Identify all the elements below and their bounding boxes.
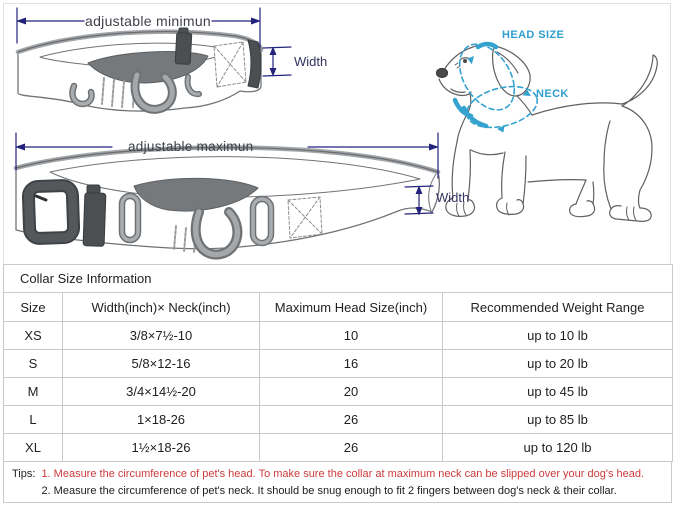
width-label-bottom: Width bbox=[436, 190, 470, 205]
adjustable-maximum-label: adjustable maximun bbox=[128, 139, 254, 154]
cell-max-head: 26 bbox=[259, 433, 443, 462]
cell-weight: up to 85 lb bbox=[442, 405, 673, 434]
collar-max-slider bbox=[82, 184, 107, 247]
collar-min-slider bbox=[174, 27, 193, 65]
cell-size: XL bbox=[3, 433, 63, 462]
cell-width-neck: 3/4×14½-20 bbox=[62, 377, 260, 406]
cell-width-neck: 5/8×12-16 bbox=[62, 349, 260, 378]
collar-min-end-tab bbox=[247, 39, 262, 89]
collar-min-dimension-arrows bbox=[16, 7, 292, 77]
tip-2: 2. Measure the circumference of pet's ne… bbox=[41, 485, 617, 497]
table-row-m: M 3/4×14½-20 20 up to 45 lb bbox=[3, 377, 673, 406]
cell-size: L bbox=[3, 405, 63, 434]
cell-max-head: 16 bbox=[259, 349, 443, 378]
puppy-ear bbox=[492, 45, 531, 97]
puppy-nose bbox=[435, 67, 449, 79]
cell-width-neck: 1×18-26 bbox=[62, 405, 260, 434]
cell-weight: up to 10 lb bbox=[442, 321, 673, 350]
puppy-illustration bbox=[435, 42, 658, 222]
collar-min-d-ring bbox=[130, 70, 177, 114]
collar-min-stitch-box bbox=[213, 41, 247, 88]
table-row-l: L 1×18-26 26 up to 85 lb bbox=[3, 405, 673, 434]
header-weight: Recommended Weight Range bbox=[442, 292, 673, 322]
head-size-label: HEAD SIZE bbox=[502, 29, 565, 41]
cell-weight: up to 120 lb bbox=[442, 433, 673, 462]
collar-max-stitch-box bbox=[287, 196, 323, 239]
cell-max-head: 20 bbox=[259, 377, 443, 406]
adjustable-minimum-label: adjustable minimun bbox=[85, 13, 212, 29]
measurement-loops bbox=[452, 41, 539, 133]
table-row-s: S 5/8×12-16 16 up to 20 lb bbox=[3, 349, 673, 378]
cell-size: M bbox=[3, 377, 63, 406]
collar-max-keeper bbox=[118, 192, 142, 244]
header-max-head: Maximum Head Size(inch) bbox=[259, 292, 443, 322]
header-width-neck: Width(inch)× Neck(inch) bbox=[62, 292, 260, 322]
collar-minimum-illustration bbox=[15, 27, 264, 114]
header-size: Size bbox=[3, 292, 63, 322]
table-header-row: Size Width(inch)× Neck(inch) Maximum Hea… bbox=[3, 292, 673, 322]
cell-weight: up to 20 lb bbox=[442, 349, 673, 378]
collar-max-dimension-arrows bbox=[15, 132, 439, 216]
collar-max-d-ring bbox=[190, 207, 243, 260]
tip-1: 1. Measure the circumference of pet's he… bbox=[41, 468, 645, 480]
collar-max-buckle bbox=[21, 179, 81, 245]
head-size-loop bbox=[458, 43, 516, 111]
table-row-xl: XL 1½×18-26 26 up to 120 lb bbox=[3, 433, 673, 462]
cell-max-head: 26 bbox=[259, 405, 443, 434]
collar-max-loop bbox=[249, 195, 275, 247]
cell-size: XS bbox=[3, 321, 63, 350]
cell-width-neck: 3/8×7½-10 bbox=[62, 321, 260, 350]
cell-max-head: 10 bbox=[259, 321, 443, 350]
collar-maximum-illustration bbox=[13, 145, 441, 260]
table-row-xs: XS 3/8×7½-10 10 up to 10 lb bbox=[3, 321, 673, 350]
cell-width-neck: 1½×18-26 bbox=[62, 433, 260, 462]
neck-label: NECK bbox=[536, 88, 569, 100]
width-label-top: Width bbox=[294, 54, 328, 69]
tips-section: Tips: 1. Measure the circumference of pe… bbox=[3, 461, 672, 503]
cell-size: S bbox=[3, 349, 63, 378]
tips-label: Tips: bbox=[12, 468, 36, 480]
table-title: Collar Size Information bbox=[3, 264, 673, 293]
collar-size-table: Collar Size Information Size Width(inch)… bbox=[3, 264, 673, 462]
collar-max-inner-pad bbox=[133, 177, 259, 212]
diagram-canvas bbox=[13, 7, 658, 260]
collar-min-webbing bbox=[101, 77, 135, 108]
cell-weight: up to 45 lb bbox=[442, 377, 673, 406]
puppy-tail bbox=[621, 54, 658, 107]
table-title-row: Collar Size Information bbox=[3, 264, 673, 293]
neck-loop bbox=[465, 85, 539, 129]
